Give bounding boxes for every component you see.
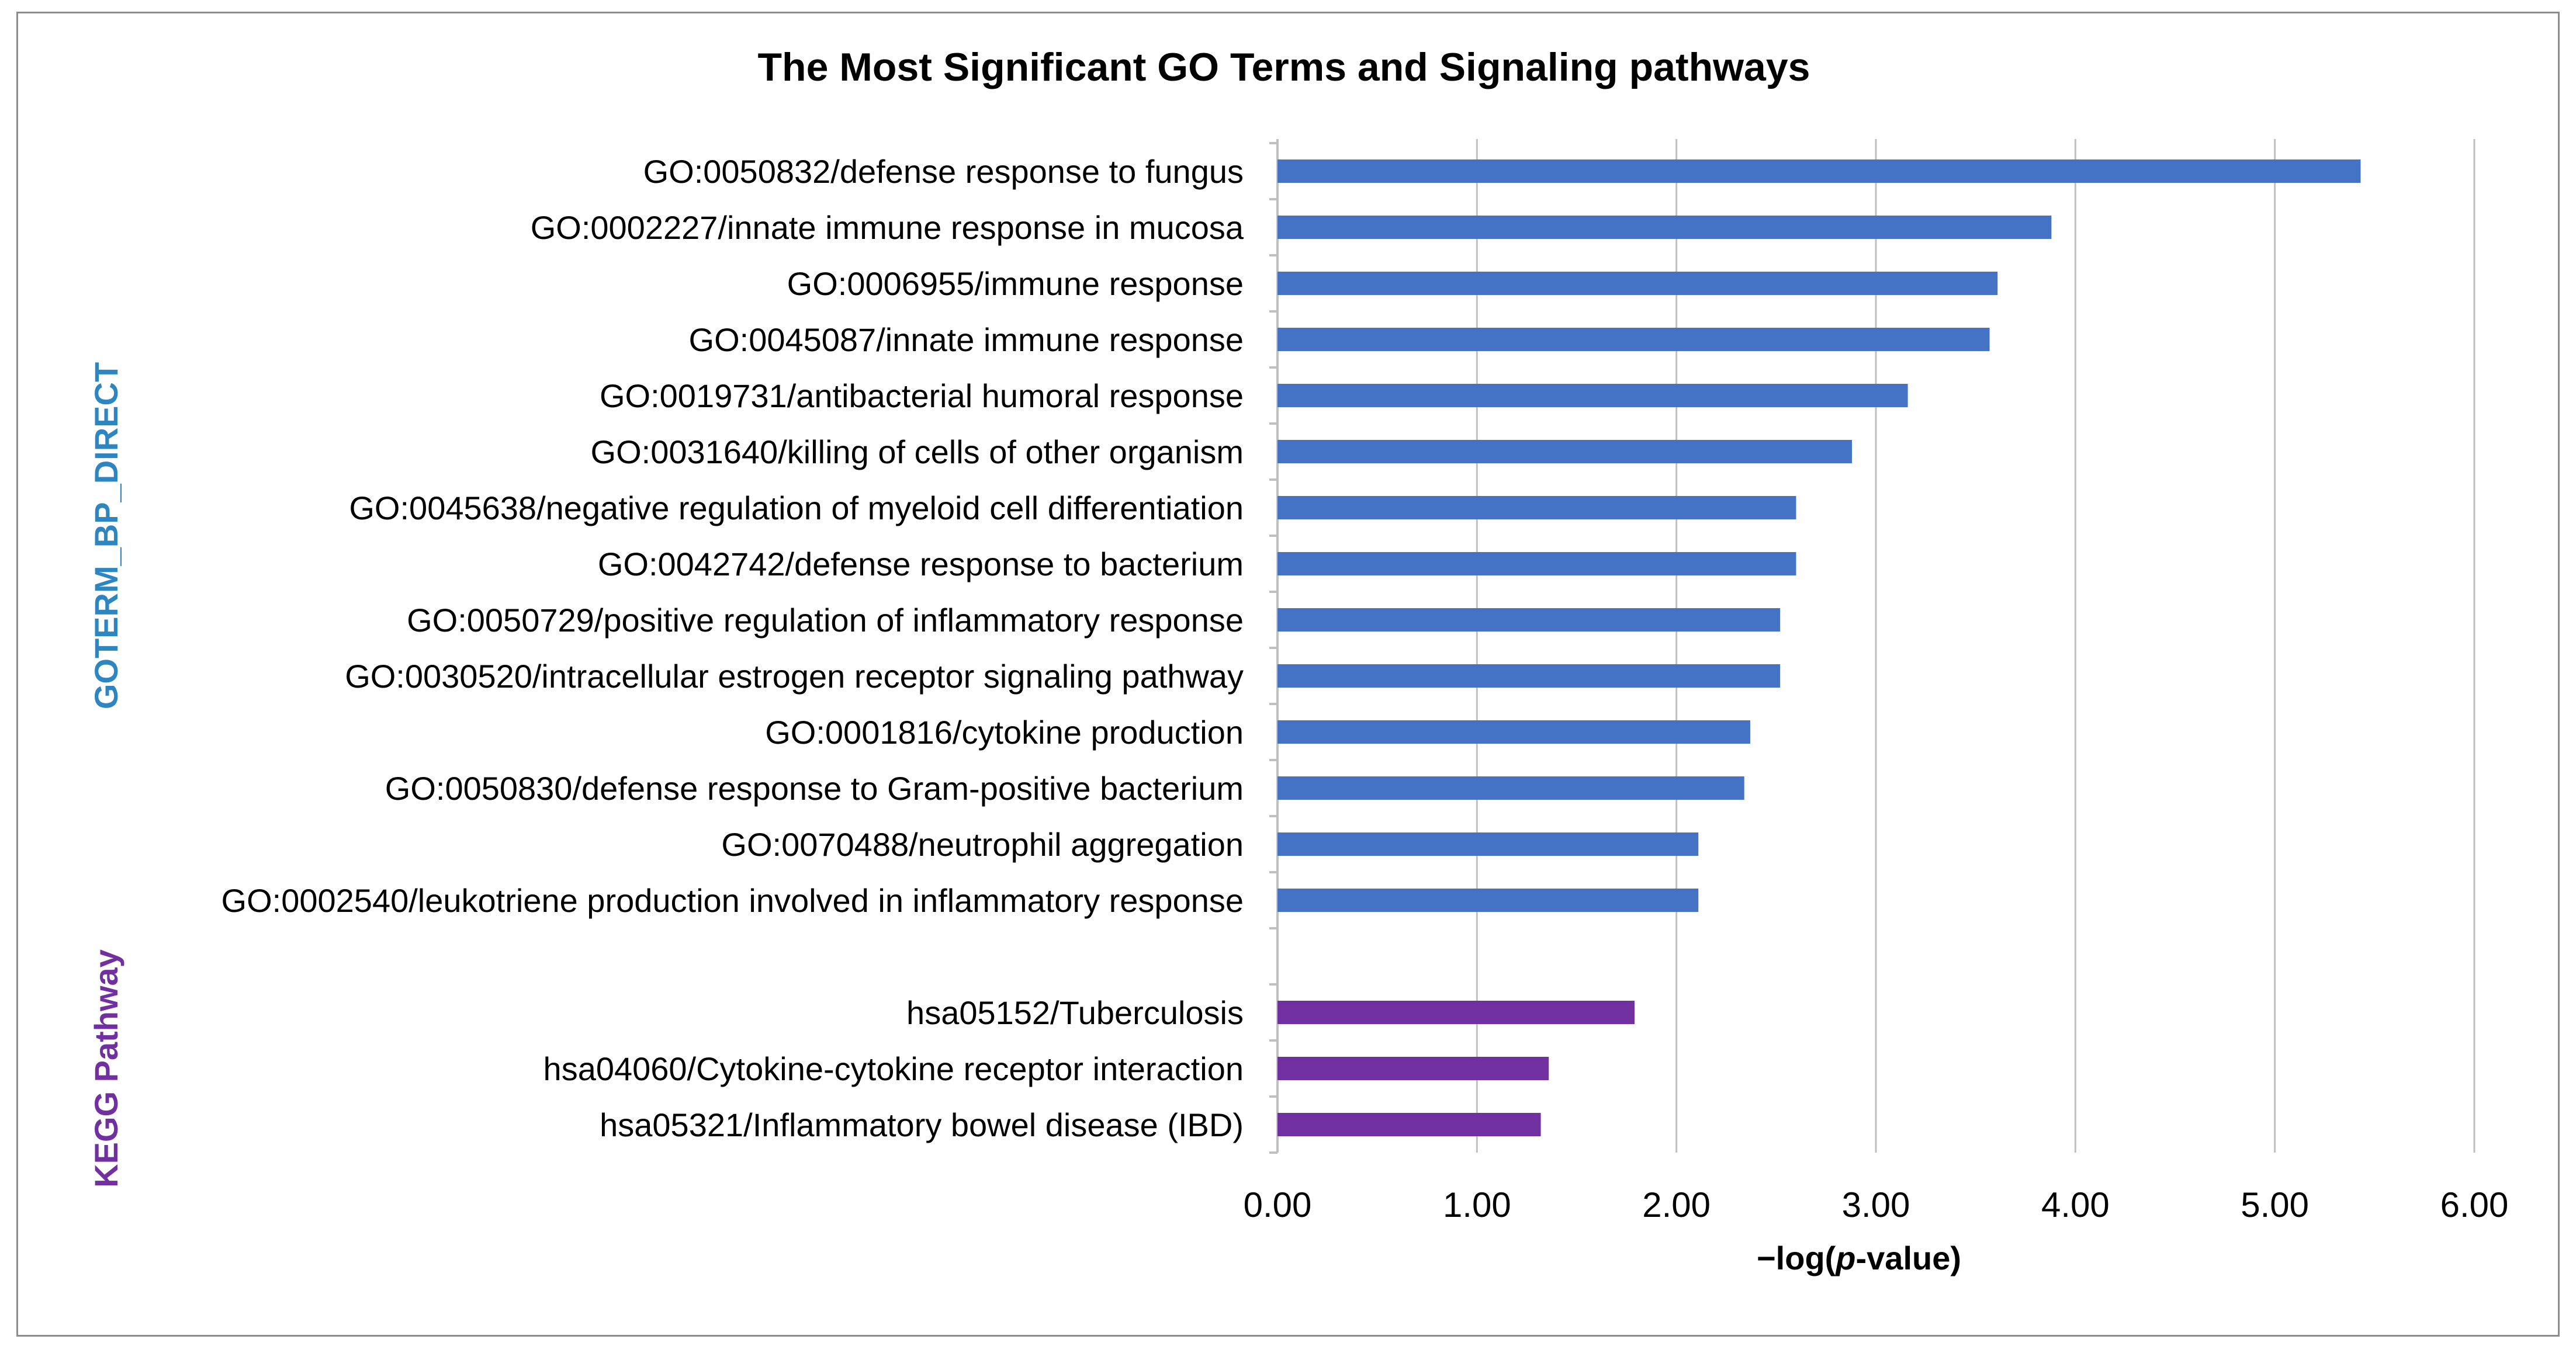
category-labels: GO:0050832/defense response to fungus GO:… [221, 153, 1244, 1143]
x-tick-labels: 0.00 1.00 2.00 3.00 4.00 5.00 6.00 [1244, 1185, 2509, 1224]
chart-frame: The Most Significant GO Terms and Signal… [16, 12, 2560, 1337]
bar [1277, 272, 1998, 295]
category-label: GO:0050729/positive regulation of inflam… [407, 602, 1244, 639]
bar [1277, 776, 1744, 800]
x-axis-title-suffix: -value) [1856, 1240, 1962, 1276]
bar [1277, 608, 1781, 632]
category-label: GO:0045087/innate immune response [689, 321, 1244, 358]
category-label: hsa04060/Cytokine-cytokine receptor inte… [543, 1050, 1244, 1087]
bar [1277, 159, 2361, 183]
category-label: GO:0050830/defense response to Gram-posi… [385, 770, 1244, 807]
category-label: GO:0070488/neutrophil aggregation [721, 826, 1244, 863]
gridlines [1269, 139, 2475, 1154]
x-tick-label: 6.00 [2440, 1185, 2509, 1224]
category-label: GO:0031640/killing of cells of other org… [591, 433, 1244, 470]
bar [1277, 496, 1796, 519]
category-label: GO:0045638/negative regulation of myeloi… [349, 490, 1244, 526]
group-label: GOTERM_BP_DIRECT [88, 362, 124, 709]
bar [1277, 216, 2052, 239]
category-label: GO:0006955/immune response [787, 265, 1244, 302]
bar [1277, 328, 1990, 351]
bars [1277, 159, 2361, 1136]
bar [1277, 720, 1750, 744]
x-tick-label: 1.00 [1443, 1185, 1511, 1224]
x-axis-title: −log(p-value) [1757, 1240, 1961, 1276]
category-label: GO:0042742/defense response to bacterium [598, 546, 1244, 582]
bar [1277, 1001, 1635, 1024]
bar [1277, 664, 1781, 688]
x-tick-label: 0.00 [1244, 1185, 1312, 1224]
bar [1277, 440, 1853, 463]
category-label: GO:0030520/intracellular estrogen recept… [345, 658, 1244, 695]
x-tick-label: 3.00 [1842, 1185, 1910, 1224]
bar [1277, 1113, 1541, 1136]
category-label: GO:0019731/antibacterial humoral respons… [600, 377, 1244, 414]
x-tick-label: 5.00 [2241, 1185, 2309, 1224]
bar [1277, 889, 1699, 912]
x-tick-label: 4.00 [2041, 1185, 2110, 1224]
category-label: GO:0050832/defense response to fungus [643, 153, 1244, 190]
x-axis-title-italic: p [1834, 1240, 1855, 1276]
category-label: hsa05152/Tuberculosis [906, 994, 1244, 1031]
category-label: GO:0002540/leukotriene production involv… [221, 882, 1244, 919]
category-label: GO:0002227/innate immune response in muc… [531, 209, 1244, 246]
group-labels: GOTERM_BP_DIRECT KEGG Pathway [88, 362, 124, 1188]
bar-chart: The Most Significant GO Terms and Signal… [88, 45, 2509, 1276]
bar [1277, 552, 1796, 575]
category-label: GO:0001816/cytokine production [765, 714, 1244, 751]
chart-title: The Most Significant GO Terms and Signal… [758, 45, 1810, 89]
bar [1277, 832, 1699, 856]
group-label: KEGG Pathway [88, 949, 124, 1188]
category-label: hsa05321/Inflammatory bowel disease (IBD… [600, 1106, 1244, 1143]
bar [1277, 384, 1908, 407]
x-axis-title-prefix: −log( [1757, 1240, 1836, 1276]
bar [1277, 1057, 1549, 1080]
x-tick-label: 2.00 [1642, 1185, 1711, 1224]
